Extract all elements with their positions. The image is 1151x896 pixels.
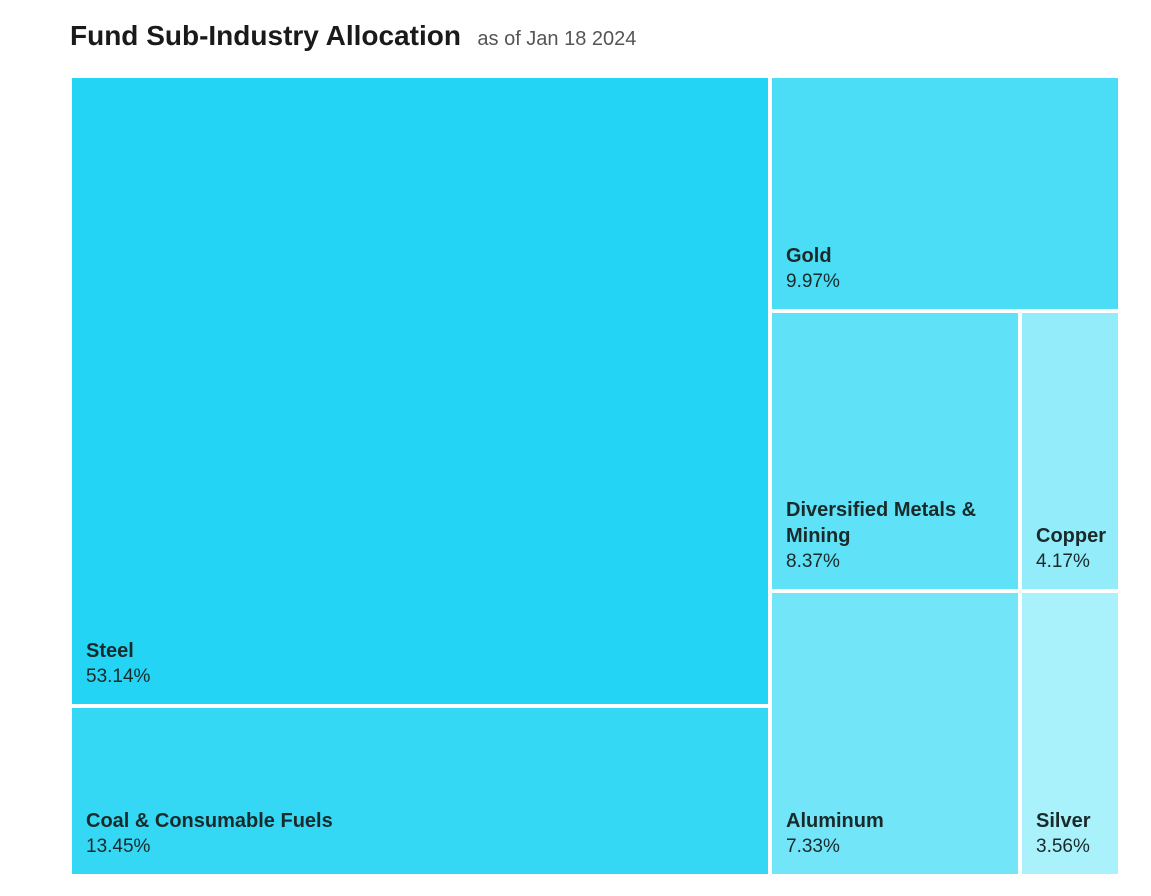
tile-value-diversified: 8.37% xyxy=(786,551,1004,573)
tile-label-steel: Steel xyxy=(86,638,754,664)
chart-header: Fund Sub-Industry Allocation as of Jan 1… xyxy=(70,20,1111,52)
tile-value-copper: 4.17% xyxy=(1036,551,1104,573)
treemap-chart: Steel53.14%Coal & Consumable Fuels13.45%… xyxy=(70,76,1120,876)
tile-value-coal: 13.45% xyxy=(86,836,754,858)
tile-value-gold: 9.97% xyxy=(786,271,1104,293)
tile-value-steel: 53.14% xyxy=(86,666,754,688)
tile-label-coal: Coal & Consumable Fuels xyxy=(86,808,754,834)
chart-subtitle: as of Jan 18 2024 xyxy=(477,28,636,50)
treemap-tile-gold: Gold9.97% xyxy=(770,76,1120,311)
tile-label-aluminum: Aluminum xyxy=(786,808,1004,834)
tile-label-gold: Gold xyxy=(786,243,1104,269)
tile-label-silver: Silver xyxy=(1036,808,1104,834)
treemap-tile-aluminum: Aluminum7.33% xyxy=(770,591,1020,876)
treemap-tile-steel: Steel53.14% xyxy=(70,76,770,706)
treemap-tile-diversified: Diversified Metals & Mining8.37% xyxy=(770,311,1020,591)
treemap-tile-coal: Coal & Consumable Fuels13.45% xyxy=(70,706,770,876)
chart-title: Fund Sub-Industry Allocation xyxy=(70,20,461,51)
tile-label-copper: Copper xyxy=(1036,523,1104,549)
treemap-tile-silver: Silver3.56% xyxy=(1020,591,1120,876)
tile-value-aluminum: 7.33% xyxy=(786,836,1004,858)
tile-label-diversified: Diversified Metals & Mining xyxy=(786,497,1004,549)
treemap-tile-copper: Copper4.17% xyxy=(1020,311,1120,591)
tile-value-silver: 3.56% xyxy=(1036,836,1104,858)
